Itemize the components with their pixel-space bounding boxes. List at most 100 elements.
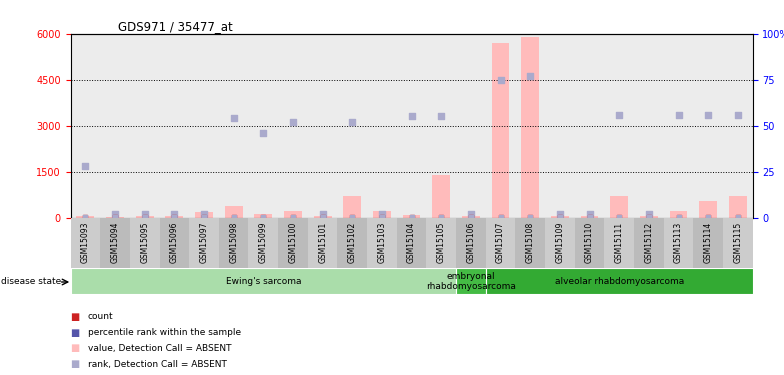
Point <box>554 214 566 220</box>
Text: percentile rank within the sample: percentile rank within the sample <box>88 328 241 337</box>
Text: GSM15108: GSM15108 <box>526 222 535 263</box>
Point <box>702 214 714 220</box>
Bar <box>634 34 664 218</box>
Bar <box>284 211 302 218</box>
Bar <box>195 212 213 217</box>
Point <box>227 214 240 220</box>
Bar <box>278 34 308 218</box>
Point <box>702 214 714 220</box>
Text: embryonal
rhabdomyosarcoma: embryonal rhabdomyosarcoma <box>426 272 516 291</box>
Point <box>346 119 358 125</box>
Bar <box>130 34 159 218</box>
Text: GDS971 / 35477_at: GDS971 / 35477_at <box>118 20 233 33</box>
Point <box>524 214 536 220</box>
Text: value, Detection Call = ABSENT: value, Detection Call = ABSENT <box>88 344 231 353</box>
Bar <box>136 216 154 217</box>
Bar <box>604 217 634 268</box>
Point <box>613 112 626 118</box>
Bar <box>492 43 510 218</box>
Bar <box>729 196 746 217</box>
Text: GSM15104: GSM15104 <box>407 222 416 263</box>
Point <box>583 211 596 217</box>
Point <box>731 112 744 118</box>
Point <box>405 214 418 220</box>
Bar <box>159 217 189 268</box>
Point <box>465 214 477 220</box>
Bar <box>308 34 337 218</box>
Bar <box>426 217 456 268</box>
Point <box>109 211 122 217</box>
Text: GSM15114: GSM15114 <box>704 222 713 263</box>
Point <box>465 211 477 217</box>
Text: GSM15109: GSM15109 <box>555 222 564 263</box>
Text: GSM15110: GSM15110 <box>585 222 594 263</box>
Bar <box>373 211 391 217</box>
Bar <box>545 217 575 268</box>
Text: GSM15112: GSM15112 <box>644 222 653 262</box>
Point <box>139 214 151 220</box>
Point <box>317 211 329 217</box>
Point <box>198 211 210 217</box>
Bar <box>723 34 753 218</box>
Text: GSM15101: GSM15101 <box>318 222 327 263</box>
Bar <box>219 34 249 218</box>
Bar <box>249 34 278 218</box>
Text: ■: ■ <box>71 344 80 353</box>
Bar <box>367 217 397 268</box>
Bar <box>130 217 159 268</box>
Point <box>168 214 180 220</box>
Point <box>287 119 299 125</box>
Bar <box>159 34 189 218</box>
Point <box>465 214 477 220</box>
Bar <box>462 216 480 217</box>
Bar <box>71 217 100 268</box>
Bar <box>699 201 717 217</box>
Point <box>376 211 388 217</box>
Point <box>583 214 596 220</box>
Point <box>109 214 122 220</box>
Bar <box>403 215 420 217</box>
Text: GSM15098: GSM15098 <box>229 222 238 263</box>
Bar <box>337 34 367 218</box>
Point <box>376 214 388 220</box>
Point <box>731 214 744 220</box>
Text: GSM15111: GSM15111 <box>615 222 624 262</box>
Bar <box>314 216 332 217</box>
Text: GSM15094: GSM15094 <box>111 222 119 263</box>
Bar <box>189 34 219 218</box>
Text: ■: ■ <box>71 359 80 369</box>
Text: ■: ■ <box>71 312 80 322</box>
Point <box>287 214 299 220</box>
Text: GSM15105: GSM15105 <box>437 222 446 263</box>
Bar <box>165 216 183 217</box>
Bar <box>426 34 456 218</box>
Bar <box>456 268 486 294</box>
Point <box>702 112 714 118</box>
Bar <box>397 217 426 268</box>
Text: count: count <box>88 312 114 321</box>
Bar <box>640 216 658 217</box>
Bar <box>664 217 693 268</box>
Bar <box>100 217 130 268</box>
Point <box>554 214 566 220</box>
Point <box>257 214 270 220</box>
Text: GSM15095: GSM15095 <box>140 222 149 263</box>
Bar <box>100 34 130 218</box>
Bar <box>71 268 456 294</box>
Bar <box>693 34 723 218</box>
Bar <box>337 217 367 268</box>
Point <box>494 214 506 220</box>
Point <box>317 214 329 220</box>
Point <box>731 214 744 220</box>
Point <box>643 214 655 220</box>
Bar <box>77 216 94 217</box>
Bar <box>278 217 308 268</box>
Bar <box>486 217 515 268</box>
Bar <box>249 217 278 268</box>
Bar <box>521 37 539 218</box>
Point <box>227 214 240 220</box>
Text: GSM15099: GSM15099 <box>259 222 268 263</box>
Bar <box>723 217 753 268</box>
Bar <box>343 196 361 217</box>
Text: Ewing's sarcoma: Ewing's sarcoma <box>226 277 301 286</box>
